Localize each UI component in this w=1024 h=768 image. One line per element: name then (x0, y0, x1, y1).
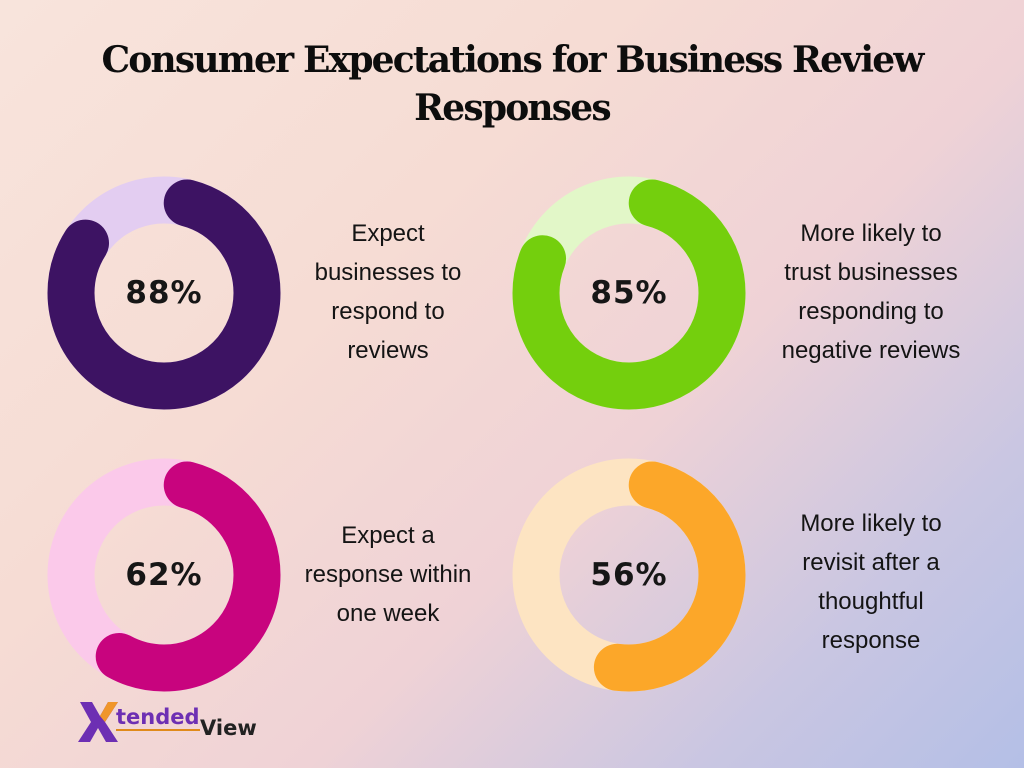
caption-4-line-4: response (821, 627, 921, 654)
page-title: Consumer Expectations for Business Revie… (0, 36, 1024, 132)
logo-x-mark-icon (78, 702, 118, 742)
donut-arc-4 (512, 458, 746, 692)
caption-2-line-4: negative reviews (781, 337, 961, 364)
caption-4-line-1: More likely to (800, 510, 942, 537)
caption-3-line-3: one week (336, 600, 440, 627)
caption-3: Expect a response within one week (278, 516, 498, 633)
logo-word-tended: tended (116, 705, 200, 731)
donut-value-3: 62% (125, 557, 203, 593)
donut-svg-1 (47, 176, 281, 410)
brand-logo: tended View (76, 700, 276, 748)
caption-3-line-1: Expect a (341, 522, 435, 549)
donut-value-4: 56% (590, 557, 668, 593)
caption-2-line-3: responding to (798, 298, 944, 325)
caption-1: Expect businesses to respond to reviews (278, 214, 498, 370)
donut-chart-4: 56% (509, 455, 749, 695)
caption-1-line-4: reviews (347, 337, 429, 364)
donut-arc-2 (512, 176, 746, 410)
title-line-2: Responses (414, 87, 611, 129)
donut-svg-3 (47, 458, 281, 692)
caption-2-line-1: More likely to (800, 220, 942, 247)
donut-arc-1 (47, 176, 281, 410)
caption-4-line-2: revisit after a (802, 549, 940, 576)
caption-1-line-1: Expect (351, 220, 425, 247)
donut-arc-3 (47, 458, 281, 692)
title-line-1: Consumer Expectations for Business Revie… (101, 39, 924, 81)
donut-chart-3: 62% (44, 455, 284, 695)
donut-value-2: 85% (590, 275, 668, 311)
donut-chart-2: 85% (509, 173, 749, 413)
caption-2: More likely to trust businesses respondi… (761, 214, 981, 370)
caption-2-line-2: trust businesses (784, 259, 958, 286)
caption-4: More likely to revisit after a thoughtfu… (761, 504, 981, 660)
logo-word-view: View (200, 716, 257, 740)
donut-svg-4 (512, 458, 746, 692)
caption-3-line-2: response within (304, 561, 472, 588)
caption-1-line-3: respond to (331, 298, 445, 325)
donut-chart-1: 88% (44, 173, 284, 413)
donut-svg-2 (512, 176, 746, 410)
caption-4-line-3: thoughtful (818, 588, 924, 615)
donut-value-1: 88% (125, 275, 203, 311)
caption-1-line-2: businesses to (314, 259, 462, 286)
